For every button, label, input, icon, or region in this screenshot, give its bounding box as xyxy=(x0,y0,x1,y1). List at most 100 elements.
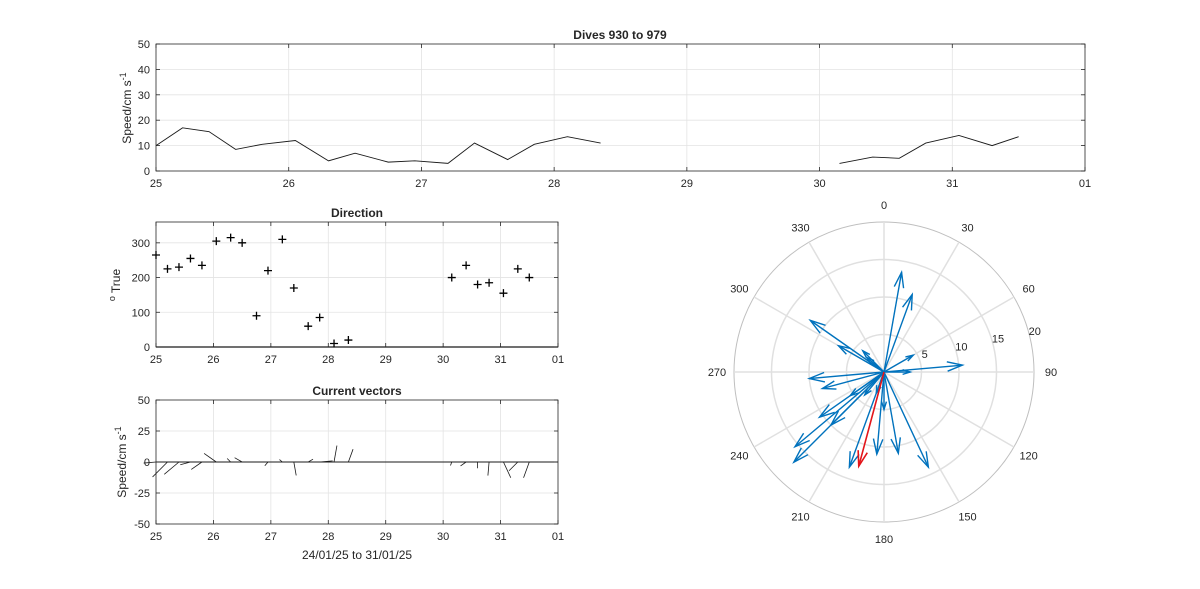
compass-radial-label: 10 xyxy=(955,341,967,353)
vectors-xlabel: 24/01/25 to 31/01/25 xyxy=(302,548,412,562)
direction-xtick-label: 29 xyxy=(380,354,392,366)
speed-ytick-label: 0 xyxy=(144,166,150,178)
direction-marker xyxy=(174,263,183,272)
compass-arrow-head xyxy=(817,404,835,419)
compass-spoke xyxy=(883,371,960,503)
vectors-xtick-label: 30 xyxy=(437,531,449,543)
direction-ytick-label: 100 xyxy=(132,307,150,319)
speed-xtick-label: 27 xyxy=(415,178,427,190)
speed-ytick-label: 20 xyxy=(138,115,150,127)
vector-stick xyxy=(152,461,168,478)
compass-mean-arrow-head xyxy=(857,450,868,469)
speed-xtick-label: 31 xyxy=(946,178,958,190)
direction-marker xyxy=(499,289,508,298)
vectors-xtick-label: 26 xyxy=(207,531,219,543)
speed-ytick-label: 30 xyxy=(138,90,150,102)
direction-marker xyxy=(186,254,195,263)
vectors-xticks: 25 26 27 28 29 30 31 01 xyxy=(150,400,564,543)
direction-marker xyxy=(304,322,313,331)
vector-stick xyxy=(487,461,490,476)
direction-marker xyxy=(462,261,471,270)
compass-arrow xyxy=(809,319,885,373)
vectors-xtick-label: 27 xyxy=(265,531,277,543)
compass-arrow-head xyxy=(893,269,905,289)
speed-title: Dives 930 to 979 xyxy=(573,28,667,42)
direction-marker xyxy=(263,266,272,275)
compass-axes: 0 30 60 90 120 150 180 210 240 270 300 330 5 10 15 20 xyxy=(708,200,1057,546)
compass-spoke xyxy=(753,371,885,448)
direction-marker xyxy=(197,261,206,270)
vector-stick xyxy=(293,461,297,476)
direction-ytick-label: 300 xyxy=(132,238,150,250)
compass-angle-label: 0 xyxy=(881,200,887,212)
direction-xticks: 25 26 27 28 29 30 31 01 xyxy=(150,222,564,366)
compass-arrow-head xyxy=(836,344,850,355)
direction-title: Direction xyxy=(331,206,383,220)
compass-spoke xyxy=(808,371,885,503)
compass-angle-label: 300 xyxy=(730,284,748,296)
vector-stick xyxy=(523,461,530,478)
direction-yticks: 0 100 200 300 xyxy=(132,238,558,354)
vectors-ytick-label: -50 xyxy=(134,519,150,531)
compass-arrow-head xyxy=(890,437,902,456)
vector-stick xyxy=(307,458,314,463)
vector-stick xyxy=(460,461,467,467)
direction-marker xyxy=(330,339,339,348)
vectors-ytick-label: 0 xyxy=(144,457,150,469)
compass-arrow-head xyxy=(808,319,826,334)
direction-marker xyxy=(344,336,353,345)
direction-marker xyxy=(226,233,235,242)
speed-xtick-label: 29 xyxy=(681,178,693,190)
direction-marker xyxy=(513,264,522,273)
compass-arrow xyxy=(883,364,963,373)
speed-axes: 0 10 20 30 40 50 25 26 27 28 29 30 31 01 Dives 930 t… xyxy=(118,28,1091,190)
compass-arrow-head xyxy=(820,380,837,390)
vectors-ytick-label: 25 xyxy=(138,426,150,438)
speed-ytick-label: 50 xyxy=(138,39,150,51)
compass-arrow-head xyxy=(946,361,965,372)
direction-xtick-label: 27 xyxy=(265,354,277,366)
compass-spoke xyxy=(883,371,1015,448)
vectors-xtick-label: 31 xyxy=(494,531,506,543)
vector-stick xyxy=(203,453,217,463)
vectors-xtick-label: 25 xyxy=(150,531,162,543)
speed-xtick-label: 01 xyxy=(1079,178,1091,190)
direction-marker xyxy=(163,264,172,273)
direction-ylabel: oTrue xyxy=(107,269,123,302)
vector-stick xyxy=(319,460,333,463)
direction-marker xyxy=(212,237,221,246)
direction-xtick-label: 25 xyxy=(150,354,162,366)
compass-arrow xyxy=(838,345,885,373)
compass-arrow-head xyxy=(880,401,888,412)
vectors-axes: -50 -25 0 25 50 25 26 27 28 29 30 31 01 Current vec… xyxy=(113,384,564,562)
compass-angle-label: 270 xyxy=(708,367,726,379)
vectors-xtick-label: 29 xyxy=(380,531,392,543)
vectors-title: Current vectors xyxy=(312,384,402,398)
compass-radial-label: 5 xyxy=(922,349,928,361)
speed-xtick-label: 26 xyxy=(283,178,295,190)
compass-labels: 0 30 60 90 120 150 180 210 240 270 300 330 5 10 15 20 xyxy=(708,200,1057,546)
compass-spoke xyxy=(883,241,960,373)
compass-arrow xyxy=(866,357,885,373)
speed-line xyxy=(155,127,601,164)
speed-axes-box xyxy=(155,43,1086,172)
vector-stick xyxy=(279,459,283,463)
vector-stick xyxy=(264,461,269,467)
direction-marker xyxy=(447,273,456,282)
compass-angle-label: 240 xyxy=(730,451,748,463)
compass-spoke xyxy=(808,241,885,373)
direction-marker xyxy=(238,238,247,247)
vector-stick xyxy=(191,461,203,470)
direction-series xyxy=(152,233,558,348)
compass-radial-label: 15 xyxy=(992,334,1004,346)
compass-angle-label: 90 xyxy=(1045,367,1057,379)
vectors-xtick-label: 28 xyxy=(322,531,334,543)
compass-angle-label: 180 xyxy=(875,534,893,546)
direction-marker xyxy=(525,273,534,282)
speed-xticks: 25 26 27 28 29 30 31 01 xyxy=(150,44,1091,190)
direction-marker xyxy=(485,278,494,287)
speed-xtick-label: 28 xyxy=(548,178,560,190)
speed-line xyxy=(839,134,1019,164)
direction-xtick-label: 31 xyxy=(494,354,506,366)
